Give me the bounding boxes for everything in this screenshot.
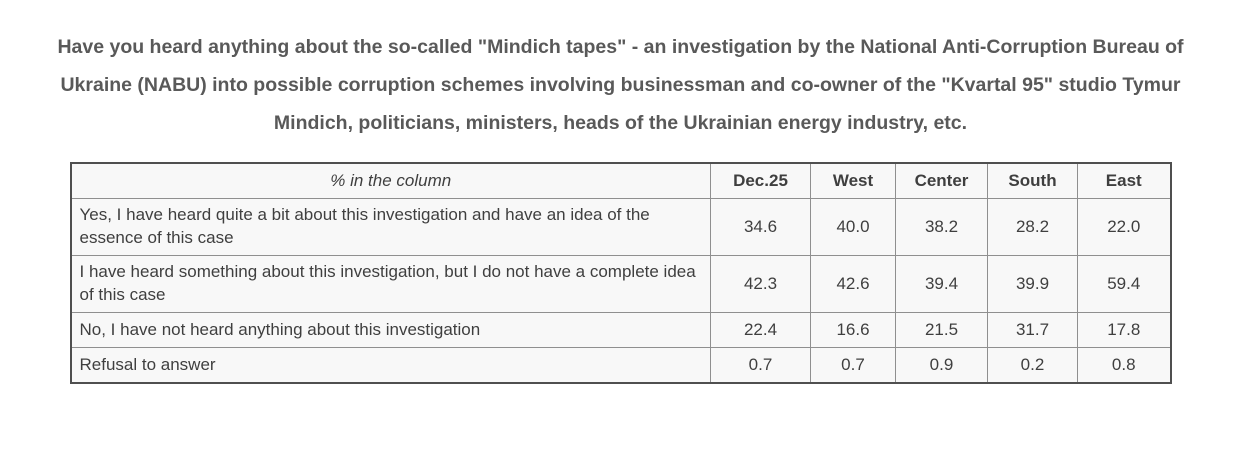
- column-header-south: South: [987, 162, 1078, 199]
- column-header-center: Center: [895, 162, 988, 199]
- value-cell: 17.8: [1077, 312, 1171, 348]
- value-cell: 28.2: [987, 198, 1078, 256]
- value-cell: 0.8: [1077, 347, 1171, 384]
- value-cell: 39.4: [895, 255, 988, 313]
- value-cell: 42.6: [810, 255, 896, 313]
- column-header-east: East: [1077, 162, 1171, 199]
- column-header-percent-in-column: % in the column: [70, 162, 711, 199]
- row-label: No, I have not heard anything about this…: [70, 312, 711, 348]
- value-cell: 34.6: [710, 198, 811, 256]
- value-cell: 0.7: [710, 347, 811, 384]
- row-label: Yes, I have heard quite a bit about this…: [70, 198, 711, 256]
- table-row: I have heard something about this invest…: [70, 255, 1171, 313]
- column-header-dec25: Dec.25: [710, 162, 811, 199]
- value-cell: 31.7: [987, 312, 1078, 348]
- value-cell: 59.4: [1077, 255, 1171, 313]
- value-cell: 16.6: [810, 312, 896, 348]
- value-cell: 0.2: [987, 347, 1078, 384]
- results-table: % in the column Dec.25 West Center South…: [69, 162, 1172, 384]
- column-header-west: West: [810, 162, 896, 199]
- value-cell: 22.4: [710, 312, 811, 348]
- table-row: No, I have not heard anything about this…: [70, 312, 1171, 348]
- table-row: Yes, I have heard quite a bit about this…: [70, 198, 1171, 256]
- value-cell: 22.0: [1077, 198, 1171, 256]
- page: Have you heard anything about the so-cal…: [57, 36, 1184, 384]
- value-cell: 40.0: [810, 198, 896, 256]
- value-cell: 21.5: [895, 312, 988, 348]
- header-row: % in the column Dec.25 West Center South…: [70, 162, 1171, 199]
- page-title: Have you heard anything about the so-cal…: [57, 36, 1184, 134]
- row-label: I have heard something about this invest…: [70, 255, 711, 313]
- value-cell: 38.2: [895, 198, 988, 256]
- table-row: Refusal to answer 0.7 0.7 0.9 0.2 0.8: [70, 347, 1171, 384]
- value-cell: 42.3: [710, 255, 811, 313]
- row-label: Refusal to answer: [70, 347, 711, 384]
- value-cell: 39.9: [987, 255, 1078, 313]
- value-cell: 0.9: [895, 347, 988, 384]
- value-cell: 0.7: [810, 347, 896, 384]
